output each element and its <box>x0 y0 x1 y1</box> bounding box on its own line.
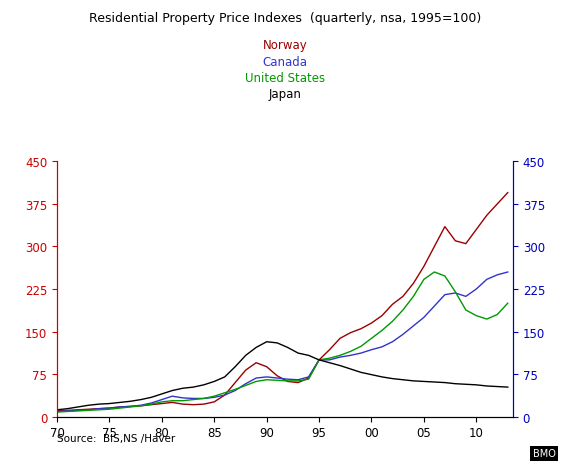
Text: Source:  BIS,NS /Haver: Source: BIS,NS /Haver <box>57 433 175 443</box>
Text: Norway: Norway <box>263 39 307 52</box>
Text: Residential Property Price Indexes  (quarterly, nsa, 1995=100): Residential Property Price Indexes (quar… <box>89 12 481 25</box>
Text: United States: United States <box>245 72 325 85</box>
Text: Canada: Canada <box>263 56 307 69</box>
Text: BMO: BMO <box>533 448 556 458</box>
Text: Japan: Japan <box>268 88 302 101</box>
